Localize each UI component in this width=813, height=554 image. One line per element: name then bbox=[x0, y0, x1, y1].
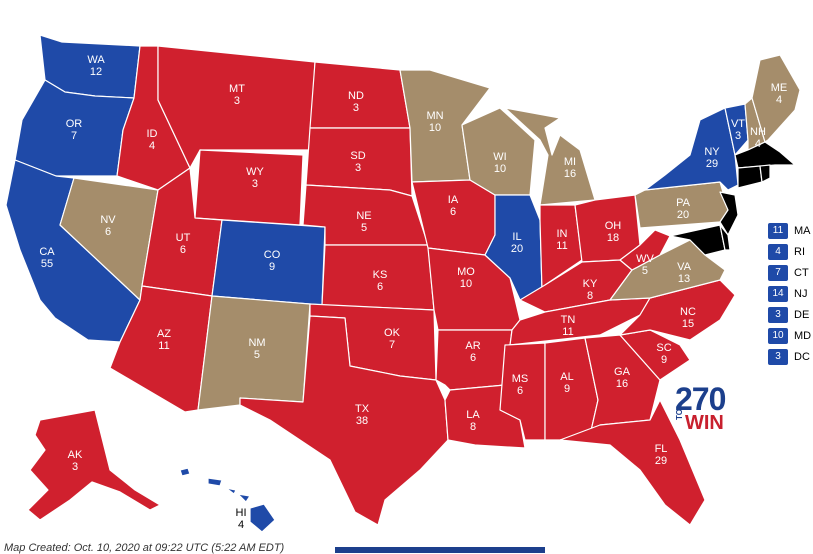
state-co[interactable] bbox=[211, 219, 326, 306]
state-abbr: MD bbox=[794, 329, 812, 342]
state-ar[interactable] bbox=[435, 329, 513, 391]
footer-bar bbox=[335, 547, 545, 553]
small-state-row-ma[interactable]: 11 MA bbox=[768, 222, 811, 239]
state-ct[interactable] bbox=[737, 165, 763, 189]
state-ca[interactable] bbox=[5, 159, 141, 343]
state-tx[interactable] bbox=[239, 315, 449, 526]
logo-number: 270 bbox=[675, 381, 726, 417]
logo-win: WIN bbox=[685, 412, 724, 434]
state-de[interactable] bbox=[719, 224, 731, 251]
ev-box: 10 bbox=[768, 327, 788, 344]
ev-box: 4 bbox=[768, 243, 788, 260]
small-state-row-dc[interactable]: 3 DC bbox=[768, 348, 811, 365]
state-ri[interactable] bbox=[759, 164, 771, 183]
small-states-legend: 11 MA 4 RI 7 CT 14 NJ 3 DE 10 MD 3 DC bbox=[768, 222, 811, 369]
state-abbr: MA bbox=[794, 224, 811, 237]
state-ks[interactable] bbox=[321, 244, 435, 311]
map-created-footer: Map Created: Oct. 10, 2020 at 09:22 UTC … bbox=[4, 542, 285, 554]
ev-box: 11 bbox=[768, 222, 788, 239]
ev-box: 7 bbox=[768, 264, 788, 281]
state-fl[interactable] bbox=[559, 399, 706, 526]
small-state-row-nj[interactable]: 14 NJ bbox=[768, 285, 811, 302]
state-wy[interactable] bbox=[194, 149, 304, 226]
state-abbr: DE bbox=[794, 308, 810, 321]
state-ny[interactable] bbox=[644, 107, 739, 191]
state-mi[interactable] bbox=[504, 107, 596, 206]
ev-box: 3 bbox=[768, 348, 788, 365]
state-abbr: CT bbox=[794, 266, 809, 279]
state-ak[interactable] bbox=[27, 409, 161, 521]
state-mt[interactable] bbox=[157, 45, 316, 169]
small-state-row-md[interactable]: 10 MD bbox=[768, 327, 811, 344]
logo-to: TO bbox=[675, 409, 684, 420]
small-state-row-de[interactable]: 3 DE bbox=[768, 306, 811, 323]
small-state-row-ri[interactable]: 4 RI bbox=[768, 243, 811, 260]
state-abbr: DC bbox=[794, 350, 810, 363]
ev-box: 14 bbox=[768, 285, 788, 302]
state-abbr: NJ bbox=[794, 287, 808, 300]
state-nm[interactable] bbox=[197, 295, 311, 411]
state-md[interactable] bbox=[669, 224, 726, 256]
ev-box: 3 bbox=[768, 306, 788, 323]
state-hi[interactable] bbox=[179, 467, 276, 533]
state-nd[interactable] bbox=[309, 61, 411, 129]
state-me[interactable] bbox=[751, 54, 801, 143]
270towin-logo[interactable]: 270 TO WIN bbox=[673, 382, 733, 438]
state-abbr: RI bbox=[794, 245, 805, 258]
state-ma[interactable] bbox=[734, 141, 796, 169]
small-state-row-ct[interactable]: 7 CT bbox=[768, 264, 811, 281]
